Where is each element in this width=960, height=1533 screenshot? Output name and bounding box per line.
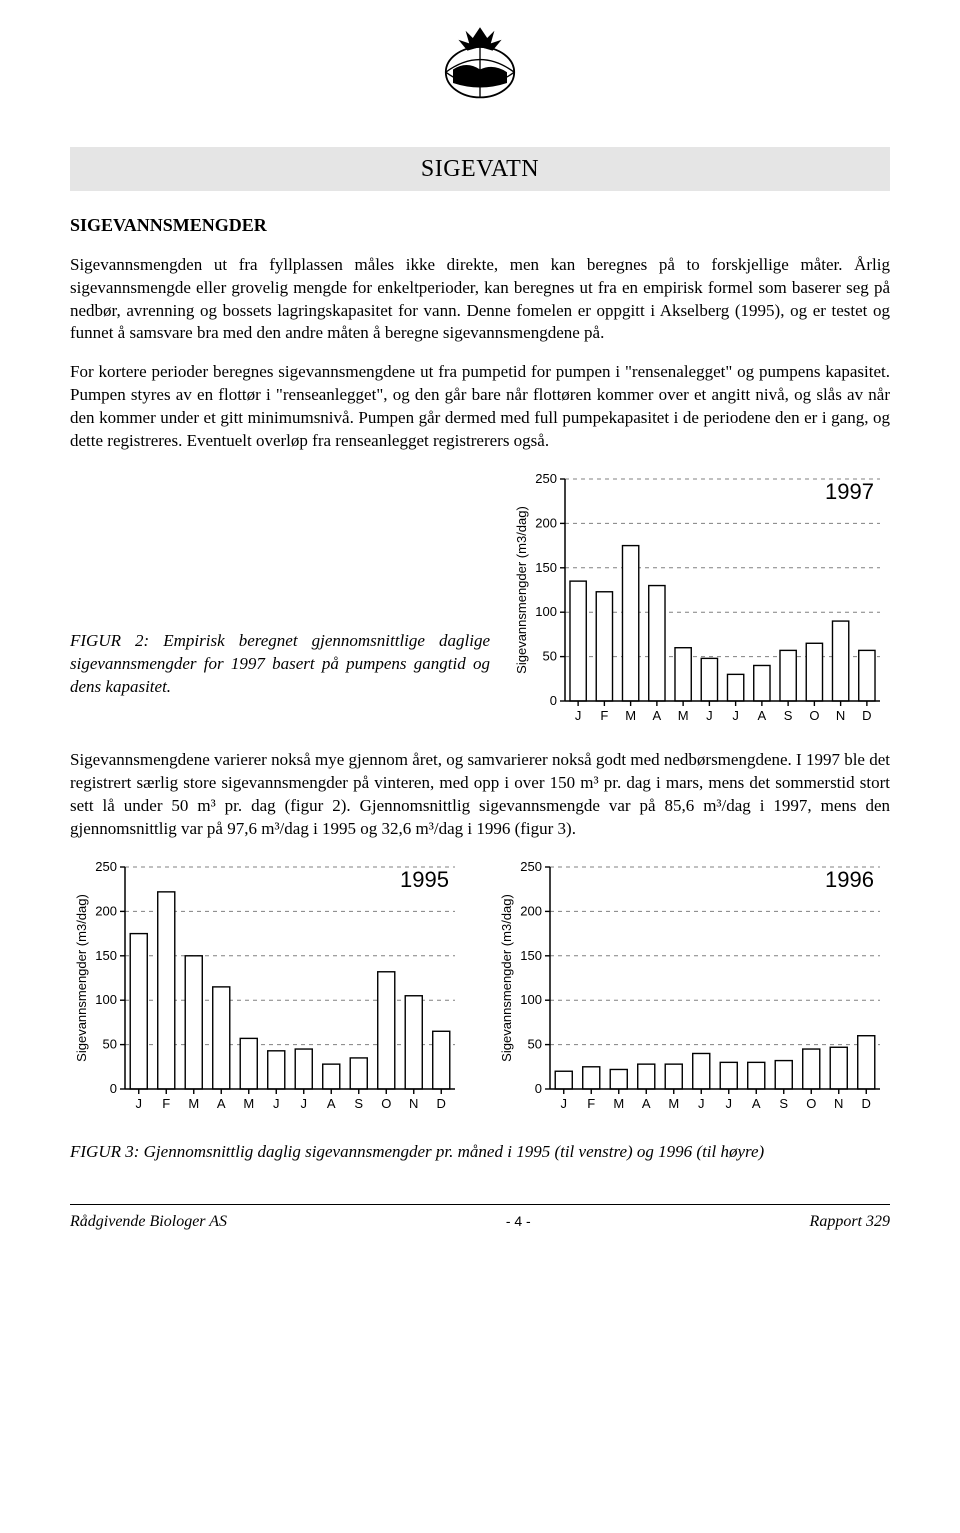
svg-text:Sigevannsmengder (m3/dag): Sigevannsmengder (m3/dag)	[74, 894, 89, 1062]
svg-text:J: J	[706, 708, 713, 723]
chart-1995: 0 50 100 150 200 250 J F M A M J J A S O N D Sigevannsmeng…	[70, 857, 465, 1117]
svg-text:250: 250	[535, 471, 557, 486]
svg-text:D: D	[862, 1096, 871, 1111]
svg-text:D: D	[437, 1096, 446, 1111]
subheading: SIGEVANNSMENGDER	[70, 213, 890, 237]
svg-text:D: D	[862, 708, 871, 723]
footer-left: Rådgivende Biologer AS	[70, 1211, 227, 1233]
svg-text:O: O	[806, 1096, 816, 1111]
svg-text:F: F	[600, 708, 608, 723]
paragraph-3: Sigevannsmengdene varierer nokså mye gje…	[70, 749, 890, 841]
globe-logo-icon	[435, 20, 525, 110]
svg-text:F: F	[162, 1096, 170, 1111]
svg-text:50: 50	[103, 1036, 117, 1051]
svg-text:1995: 1995	[400, 867, 449, 892]
figure-2-caption: FIGUR 2: Empirisk beregnet gjennomsnittl…	[70, 630, 490, 729]
svg-text:150: 150	[95, 948, 117, 963]
svg-text:50: 50	[528, 1036, 542, 1051]
svg-text:A: A	[758, 708, 767, 723]
svg-text:250: 250	[95, 859, 117, 874]
figure-2-row: FIGUR 2: Empirisk beregnet gjennomsnittl…	[70, 469, 890, 729]
svg-text:M: M	[678, 708, 689, 723]
svg-text:S: S	[779, 1096, 788, 1111]
svg-text:N: N	[834, 1096, 843, 1111]
svg-text:100: 100	[95, 992, 117, 1007]
svg-text:J: J	[698, 1096, 705, 1111]
footer-rule	[70, 1204, 890, 1205]
svg-text:J: J	[301, 1096, 308, 1111]
svg-text:J: J	[561, 1096, 568, 1111]
svg-text:100: 100	[520, 992, 542, 1007]
svg-text:O: O	[381, 1096, 391, 1111]
svg-text:A: A	[752, 1096, 761, 1111]
chart-1997: 0 50 100 150 200 250 J F M A M J J A S O N D Sigevannsmeng…	[510, 469, 890, 729]
svg-text:M: M	[243, 1096, 254, 1111]
paragraph-1: Sigevannsmengden ut fra fyllplassen måle…	[70, 254, 890, 346]
svg-text:J: J	[136, 1096, 143, 1111]
svg-text:200: 200	[95, 903, 117, 918]
footer: Rådgivende Biologer AS - 4 - Rapport 329	[70, 1211, 890, 1233]
svg-text:200: 200	[520, 903, 542, 918]
svg-text:150: 150	[520, 948, 542, 963]
svg-text:A: A	[653, 708, 662, 723]
svg-text:0: 0	[550, 693, 557, 708]
figure-3-row: 0 50 100 150 200 250 J F M A M J J A S O N D Sigevannsmeng…	[70, 857, 890, 1117]
chart-1996: 0 50 100 150 200 250 J F M A M J J A S O N D Sigevannsmeng…	[495, 857, 890, 1117]
svg-text:0: 0	[535, 1081, 542, 1096]
svg-text:Sigevannsmengder (m3/dag): Sigevannsmengder (m3/dag)	[514, 506, 529, 674]
svg-text:Sigevannsmengder (m3/dag): Sigevannsmengder (m3/dag)	[499, 894, 514, 1062]
svg-text:N: N	[409, 1096, 418, 1111]
svg-text:0: 0	[110, 1081, 117, 1096]
svg-text:A: A	[642, 1096, 651, 1111]
svg-text:M: M	[188, 1096, 199, 1111]
svg-text:M: M	[625, 708, 636, 723]
svg-text:M: M	[668, 1096, 679, 1111]
svg-text:A: A	[217, 1096, 226, 1111]
svg-text:S: S	[354, 1096, 363, 1111]
footer-page-number: - 4 -	[506, 1212, 531, 1231]
logo-container	[70, 20, 890, 117]
svg-text:50: 50	[543, 649, 557, 664]
svg-text:M: M	[613, 1096, 624, 1111]
figure-3-caption: FIGUR 3: Gjennomsnittlig daglig sigevann…	[70, 1141, 890, 1164]
svg-text:250: 250	[520, 859, 542, 874]
svg-text:J: J	[273, 1096, 280, 1111]
svg-text:100: 100	[535, 604, 557, 619]
svg-text:J: J	[575, 708, 582, 723]
svg-text:1997: 1997	[825, 479, 874, 504]
svg-text:150: 150	[535, 560, 557, 575]
svg-text:1996: 1996	[825, 867, 874, 892]
paragraph-2: For kortere perioder beregnes sigevannsm…	[70, 361, 890, 453]
svg-text:S: S	[784, 708, 793, 723]
svg-text:F: F	[587, 1096, 595, 1111]
svg-text:J: J	[726, 1096, 733, 1111]
svg-text:A: A	[327, 1096, 336, 1111]
section-title: SIGEVATN	[70, 147, 890, 191]
svg-text:J: J	[732, 708, 739, 723]
svg-text:200: 200	[535, 516, 557, 531]
svg-text:O: O	[809, 708, 819, 723]
svg-text:N: N	[836, 708, 845, 723]
footer-right: Rapport 329	[810, 1211, 890, 1233]
